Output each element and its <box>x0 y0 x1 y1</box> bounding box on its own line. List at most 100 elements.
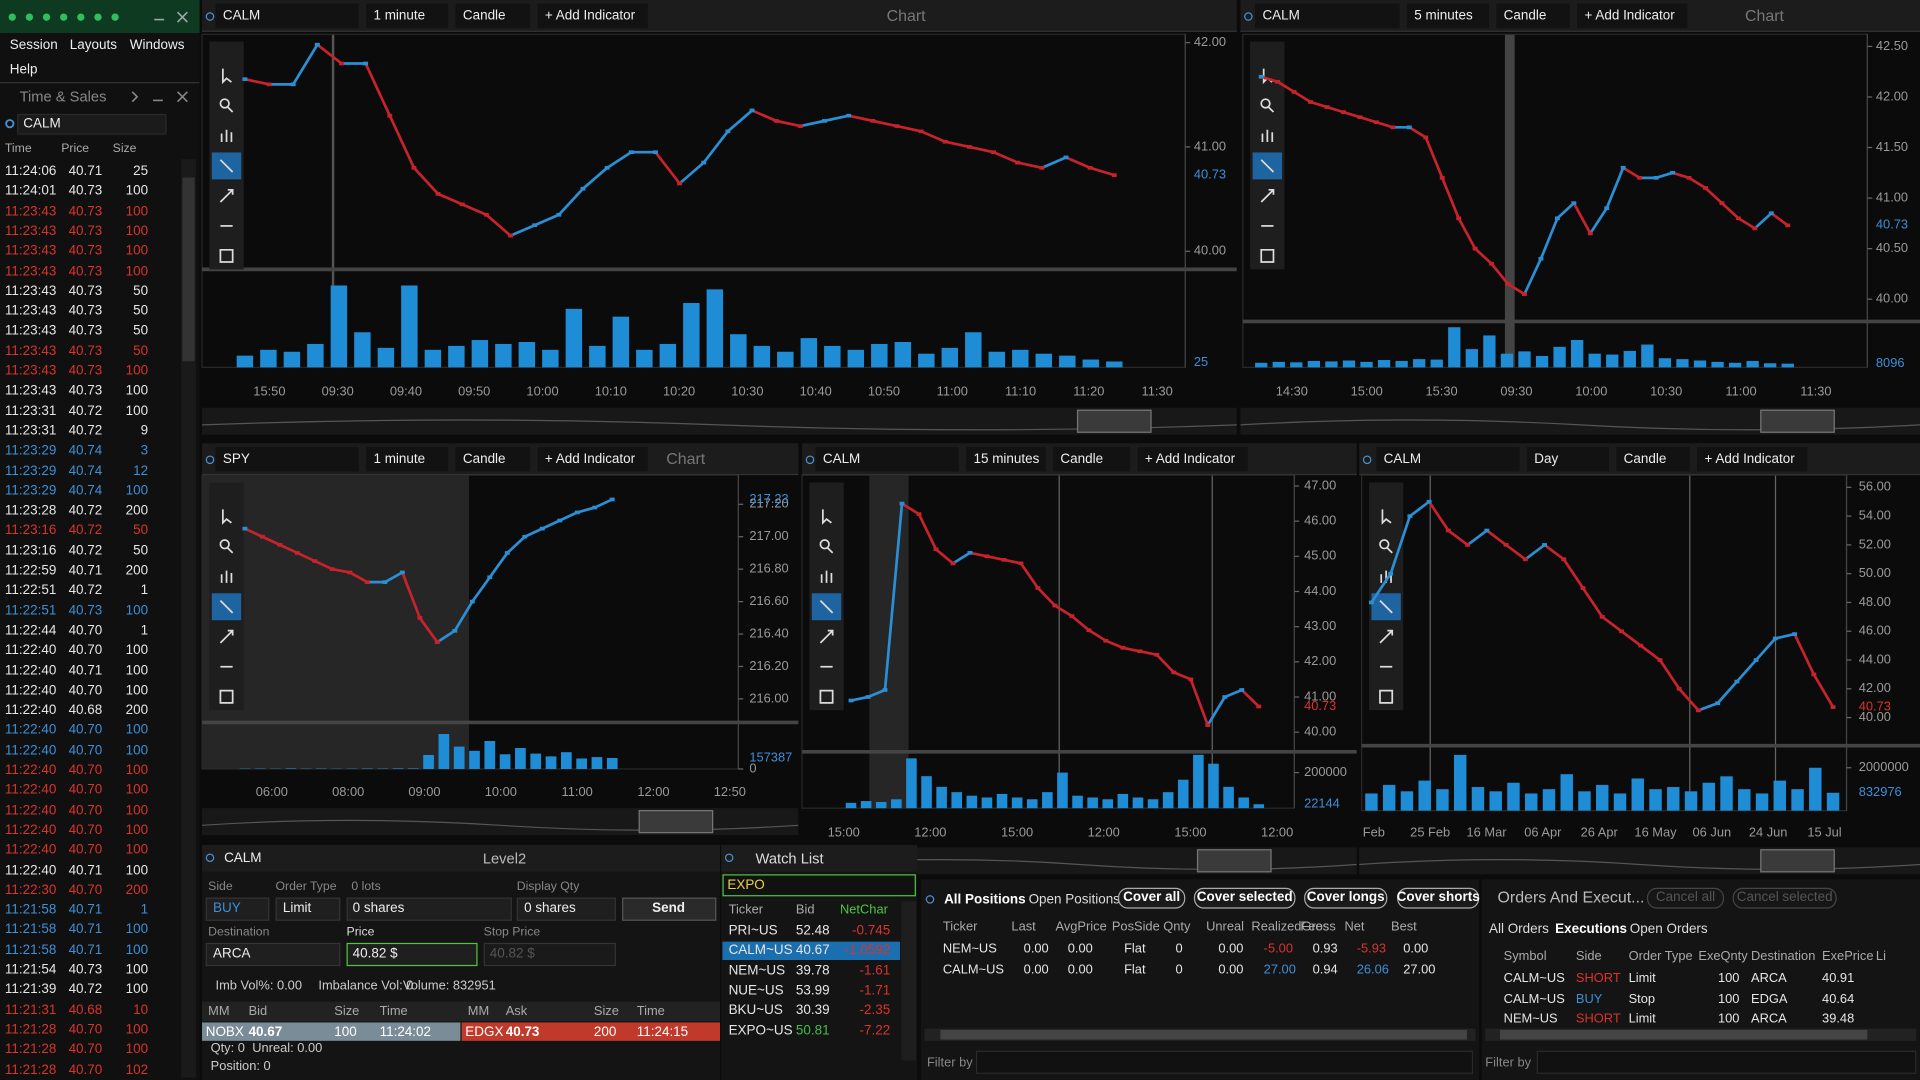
drawing-tool[interactable] <box>219 689 234 704</box>
x-icon[interactable] <box>176 11 188 23</box>
ticker[interactable]: BKU~US <box>728 1003 783 1018</box>
drawing-tool[interactable] <box>219 188 234 203</box>
stop-input[interactable] <box>483 942 616 967</box>
price-segment <box>751 109 777 123</box>
style-selector[interactable] <box>455 446 531 472</box>
drawing-tool[interactable] <box>219 539 234 554</box>
candle <box>1484 528 1490 533</box>
button-label[interactable]: Cancel all <box>1655 890 1716 905</box>
style-selector[interactable] <box>1616 446 1690 472</box>
button-label[interactable]: Cover selected <box>1196 890 1293 905</box>
indicator-selector[interactable] <box>1697 446 1808 472</box>
scrollbar[interactable] <box>901 901 916 1061</box>
type-select[interactable] <box>275 897 341 921</box>
symbol-selector[interactable] <box>815 446 959 472</box>
cancel-button[interactable] <box>1732 887 1837 909</box>
drawing-tool[interactable] <box>1260 98 1275 113</box>
shares-input[interactable] <box>346 897 512 921</box>
symbol-selector[interactable] <box>215 446 359 472</box>
cancel-button[interactable] <box>1646 887 1725 909</box>
tab[interactable]: Executions <box>1555 922 1627 937</box>
drawing-tool[interactable] <box>222 68 232 85</box>
drawing-tool[interactable] <box>819 539 834 554</box>
menu-item[interactable]: Layouts <box>69 37 117 53</box>
drawing-tool[interactable] <box>1379 629 1394 644</box>
drawing-tool[interactable] <box>220 570 233 583</box>
style-selector[interactable] <box>455 3 531 29</box>
drawing-tool[interactable] <box>1260 159 1275 173</box>
timeframe-selector[interactable] <box>966 446 1046 472</box>
menu-item[interactable]: Help <box>9 62 38 78</box>
scroll-thumb[interactable] <box>182 177 195 362</box>
indicator-selector[interactable] <box>1577 3 1688 29</box>
timeframe-selector[interactable] <box>366 446 449 472</box>
drawing-tool[interactable] <box>219 629 234 644</box>
ticker[interactable]: NUE~US <box>728 983 784 998</box>
drawing-tool[interactable] <box>1379 600 1393 614</box>
tab[interactable]: Open Positions <box>1028 892 1120 908</box>
scrollbar[interactable] <box>181 159 196 1078</box>
timeframe-selector[interactable] <box>1526 446 1609 472</box>
indicator-selector[interactable] <box>537 446 648 472</box>
cover-button[interactable] <box>1304 887 1388 909</box>
drawing-tool[interactable] <box>1261 129 1274 143</box>
drawing-tool[interactable] <box>820 570 833 583</box>
send-button[interactable] <box>622 897 717 921</box>
style-selector[interactable] <box>1496 3 1570 29</box>
drawing-tool[interactable] <box>219 98 234 113</box>
side-select[interactable] <box>205 897 270 921</box>
h-scroll-thumb[interactable] <box>1500 1029 1868 1040</box>
timeframe-selector[interactable] <box>1406 3 1489 29</box>
drawing-tool[interactable] <box>1260 188 1275 203</box>
button-label[interactable]: Cancel selected <box>1736 890 1833 905</box>
gt-icon[interactable] <box>131 91 139 103</box>
drawing-tool[interactable] <box>219 248 234 263</box>
style-selector[interactable] <box>1053 446 1131 472</box>
ticker[interactable]: EXPO~US <box>728 1023 793 1038</box>
cover-button[interactable] <box>1117 887 1186 909</box>
dest-select[interactable] <box>205 942 341 967</box>
price-input[interactable] <box>346 942 478 967</box>
candle <box>991 150 996 155</box>
ticker[interactable]: PRI~US <box>728 923 778 938</box>
cover-button[interactable] <box>1397 887 1480 909</box>
x-icon[interactable] <box>176 91 188 103</box>
symbol-input[interactable] <box>17 113 167 135</box>
drawing-tool[interactable] <box>822 509 832 525</box>
drawing-tool[interactable] <box>819 600 834 614</box>
symbol-selector[interactable] <box>1255 3 1400 29</box>
symbol-selector[interactable] <box>1376 446 1520 472</box>
drawing-tool[interactable] <box>819 629 834 644</box>
button-label[interactable]: Cover shorts <box>1396 890 1480 905</box>
drawing-tool[interactable] <box>219 159 234 173</box>
button-label[interactable]: Cover all <box>1123 890 1181 905</box>
send-button-label[interactable]: Send <box>652 901 686 916</box>
timeframe-selector[interactable] <box>366 3 449 29</box>
ticker[interactable]: CALM~US <box>728 943 793 958</box>
drawing-tool[interactable] <box>219 600 234 614</box>
indicator-selector[interactable] <box>1137 446 1248 472</box>
cover-button[interactable] <box>1193 887 1296 909</box>
drawing-tool[interactable] <box>1381 509 1392 525</box>
drawing-tool[interactable] <box>220 129 233 143</box>
candle <box>469 599 475 604</box>
symbol-selector[interactable] <box>215 3 359 29</box>
ticker[interactable]: NEM~US <box>728 963 786 978</box>
drawing-tool[interactable] <box>1379 689 1394 704</box>
tab[interactable]: Open Orders <box>1629 922 1708 937</box>
drawing-tool[interactable] <box>1379 539 1393 554</box>
drawing-tool[interactable] <box>222 509 232 525</box>
filter-input[interactable] <box>1536 1050 1917 1074</box>
button-label[interactable]: Cover longs <box>1306 890 1385 905</box>
filter-input[interactable] <box>975 1050 1474 1074</box>
h-scroll-thumb[interactable] <box>940 1029 1467 1040</box>
tab[interactable]: All Positions <box>944 892 1026 908</box>
menu-item[interactable]: Session <box>9 37 58 53</box>
display-input[interactable] <box>516 897 616 921</box>
indicator-selector[interactable] <box>537 3 648 29</box>
tab[interactable]: All Orders <box>1488 922 1549 937</box>
drawing-tool[interactable] <box>1260 248 1275 263</box>
filter-input[interactable] <box>722 874 916 897</box>
drawing-tool[interactable] <box>819 689 834 704</box>
menu-item[interactable]: Windows <box>129 37 185 53</box>
